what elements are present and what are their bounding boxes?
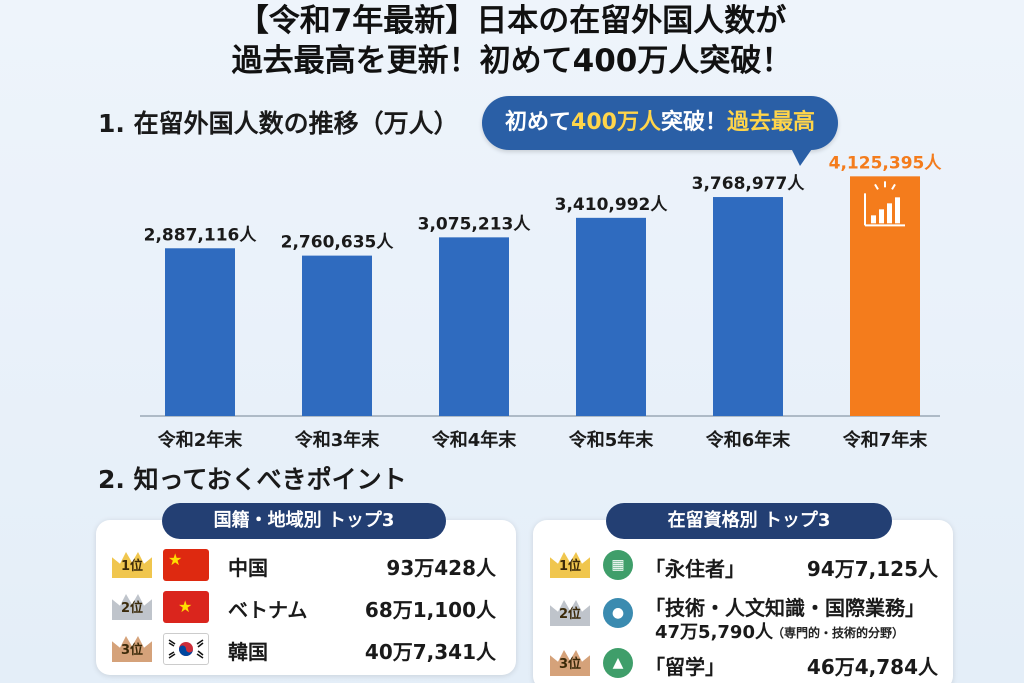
status-name: 「永住者」 xyxy=(645,557,745,581)
nationality-name: 韓国 xyxy=(228,640,268,664)
status-count: 47万5,790人 xyxy=(655,622,773,643)
person-icon: ● xyxy=(603,598,633,628)
category-tick-label: 令和3年末 xyxy=(294,429,381,451)
category-tick-label: 令和5年末 xyxy=(568,429,655,451)
nationality-name: ベトナム xyxy=(228,598,308,622)
status-card xyxy=(533,520,953,683)
bar-value-label: 2,887,116人 xyxy=(144,225,258,245)
callout-prefix: 初めて xyxy=(505,110,572,135)
bar-令和5年末 xyxy=(576,217,646,416)
callout-highlight-400: 400万人 xyxy=(571,110,661,135)
callout-middle: 突破！ xyxy=(660,110,727,135)
bar-令和3年末 xyxy=(302,255,372,416)
category-tick-label: 令和6年末 xyxy=(705,429,792,451)
bar-value-label: 3,410,992人 xyxy=(555,195,669,215)
callout-highlight-record: 過去最高 xyxy=(726,110,815,135)
category-tick-label: 令和2年末 xyxy=(157,429,244,451)
bar-value-label: 3,768,977人 xyxy=(692,174,806,194)
main-title-line1: 【令和7年最新】日本の在留外国人数が xyxy=(237,3,787,39)
nationality-count: 40万7,341人 xyxy=(364,640,496,664)
bar-value-label: 3,075,213人 xyxy=(418,214,532,234)
section1-heading: 1. 在留外国人数の推移（万人） xyxy=(98,109,459,138)
category-tick-label: 令和7年末 xyxy=(842,429,929,451)
nationality-count: 68万1,100人 xyxy=(364,598,496,622)
status-name: 「留学」 xyxy=(645,655,725,679)
callout-tail xyxy=(790,146,814,166)
bar-令和4年末 xyxy=(439,237,509,416)
growth-chart-icon xyxy=(864,181,905,227)
bar-令和6年末 xyxy=(713,197,783,416)
bar-令和2年末 xyxy=(165,248,235,416)
category-tick-label: 令和4年末 xyxy=(431,429,518,451)
china-flag-icon: ★ xyxy=(163,549,209,581)
nationality-card-title: 国籍・地域別 トップ3 xyxy=(162,503,446,539)
vietnam-flag-icon: ★ xyxy=(163,591,209,623)
bar-令和7年末 xyxy=(850,176,920,416)
nationality-count: 93万428人 xyxy=(386,556,496,580)
nationality-name: 中国 xyxy=(228,556,268,580)
status-count: 94万7,125人 xyxy=(806,557,938,581)
section2-heading: 2. 知っておくべきポイント xyxy=(98,465,407,494)
main-title-line2: 過去最高を更新！初めて400万人突破！ xyxy=(231,43,793,79)
graduation-cap-icon: ▲ xyxy=(603,648,633,678)
status-name: 「技術・人文知識・国際業務」 xyxy=(645,596,925,620)
status-count: 46万4,784人 xyxy=(806,655,938,679)
status-note: （専門的・技術的分野） xyxy=(772,626,905,640)
status-card-title: 在留資格別 トップ3 xyxy=(606,503,892,539)
korea-flag-icon xyxy=(163,633,209,665)
building-icon: ▦ xyxy=(603,550,633,580)
bar-value-label: 2,760,635人 xyxy=(281,233,395,253)
bar-value-label: 4,125,395人 xyxy=(829,153,943,173)
record-callout-bubble: 初めて400万人突破！過去最高 xyxy=(482,96,838,150)
